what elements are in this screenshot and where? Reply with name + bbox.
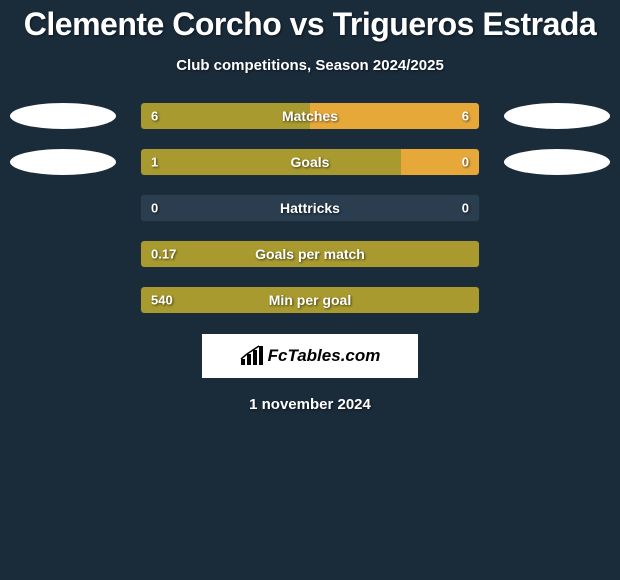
- stats-list: 6 6 Matches 1 0 Goals 0 0 Hattricks 0.17 Goals per…: [0, 102, 620, 314]
- infographic-container: Clemente Corcho vs Trigueros Estrada Clu…: [0, 0, 620, 413]
- stat-bar: 540 Min per goal: [140, 286, 480, 314]
- player-left-ellipse: [10, 149, 116, 175]
- stat-value-left: 0: [151, 201, 158, 216]
- stat-row: 0 0 Hattricks: [0, 194, 620, 222]
- stat-label: Min per goal: [269, 292, 351, 308]
- stat-bar-left-fill: [141, 149, 401, 175]
- logo-box: FcTables.com: [202, 334, 418, 378]
- stat-bar: 0.17 Goals per match: [140, 240, 480, 268]
- player-right-ellipse: [504, 149, 610, 175]
- stat-label: Matches: [282, 108, 338, 124]
- page-title: Clemente Corcho vs Trigueros Estrada: [0, 6, 620, 43]
- bars-icon: [240, 345, 264, 367]
- page-subtitle: Club competitions, Season 2024/2025: [0, 57, 620, 74]
- stat-value-left: 540: [151, 293, 173, 308]
- stat-row: 0.17 Goals per match: [0, 240, 620, 268]
- stat-label: Hattricks: [280, 200, 340, 216]
- player-left-ellipse: [10, 103, 116, 129]
- stat-value-left: 1: [151, 155, 158, 170]
- right-ellipse-slot: [502, 103, 612, 129]
- date-label: 1 november 2024: [0, 396, 620, 413]
- stat-label: Goals per match: [255, 246, 365, 262]
- player-right-ellipse: [504, 103, 610, 129]
- stat-row: 1 0 Goals: [0, 148, 620, 176]
- stat-bar: 0 0 Hattricks: [140, 194, 480, 222]
- stat-row: 6 6 Matches: [0, 102, 620, 130]
- stat-row: 540 Min per goal: [0, 286, 620, 314]
- left-ellipse-slot: [8, 103, 118, 129]
- right-ellipse-slot: [502, 149, 612, 175]
- stat-value-left: 6: [151, 109, 158, 124]
- stat-value-right: 6: [462, 109, 469, 124]
- stat-value-right: 0: [462, 155, 469, 170]
- stat-bar: 1 0 Goals: [140, 148, 480, 176]
- logo-text: FcTables.com: [268, 346, 381, 366]
- left-ellipse-slot: [8, 149, 118, 175]
- stat-value-left: 0.17: [151, 247, 176, 262]
- stat-bar: 6 6 Matches: [140, 102, 480, 130]
- stat-label: Goals: [291, 154, 330, 170]
- stat-value-right: 0: [462, 201, 469, 216]
